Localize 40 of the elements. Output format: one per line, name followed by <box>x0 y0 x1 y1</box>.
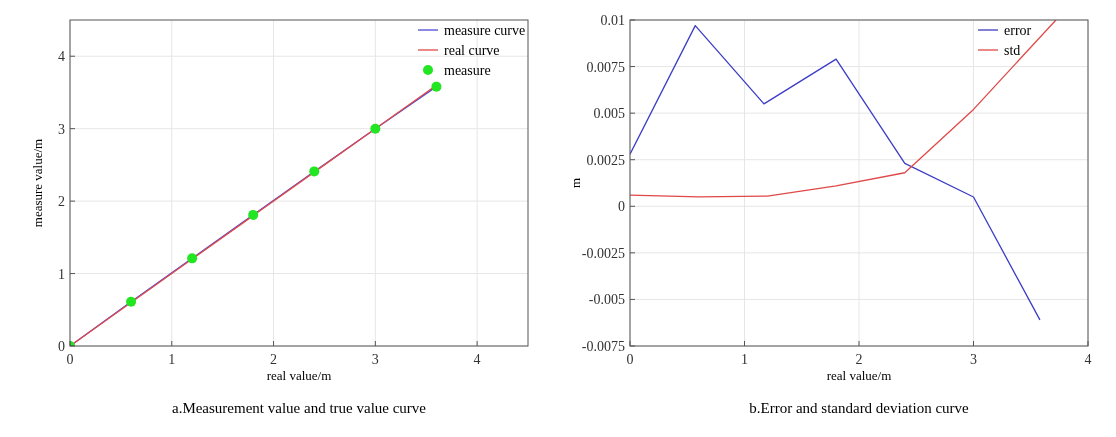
y-axis-title: m <box>568 177 583 189</box>
y-tick-label: 1 <box>58 266 65 282</box>
legend-label: measure <box>444 63 491 78</box>
x-axis-title: real value/m <box>266 368 332 383</box>
legend-label: real curve <box>444 43 500 58</box>
y-tick-label: 0.0075 <box>586 59 625 75</box>
y-tick-label: 2 <box>58 194 65 210</box>
y-tick-label: 0 <box>618 199 625 215</box>
y-axis-title: measure value/m <box>30 138 45 228</box>
x-tick-label: 4 <box>1084 352 1092 367</box>
line-series <box>630 20 1057 198</box>
point <box>187 253 198 264</box>
y-tick-label: 0.01 <box>600 13 625 28</box>
point <box>126 296 137 307</box>
y-tick-label: -0.0025 <box>581 245 625 261</box>
y-tick-label: -0.0075 <box>581 339 625 354</box>
x-tick-label: 2 <box>855 352 863 367</box>
text: b.Error and standard deviation curve <box>749 400 970 416</box>
x-tick-label: 3 <box>371 352 379 367</box>
x-tick-label: 3 <box>970 352 977 367</box>
y-tick-label: 0 <box>58 339 65 354</box>
point <box>370 123 381 134</box>
y-tick-label: 3 <box>58 121 65 137</box>
legend-label: std <box>1004 43 1021 58</box>
x-tick-label: 1 <box>168 352 176 367</box>
x-tick-label: 2 <box>270 352 278 367</box>
point <box>248 209 259 220</box>
text: a.Measurement value and true value curve <box>171 400 427 416</box>
x-tick-label: 4 <box>473 352 481 367</box>
y-tick-label: 0.005 <box>593 106 625 122</box>
line-series <box>630 24 1041 321</box>
point <box>309 166 320 177</box>
legend-label: measure curve <box>444 23 526 38</box>
y-tick-label: 0.0025 <box>586 152 625 168</box>
y-tick-label: -0.005 <box>588 292 625 308</box>
x-tick-label: 1 <box>741 352 748 367</box>
legend-label: error <box>1004 23 1032 38</box>
point <box>431 81 442 92</box>
x-axis-title: real value/m <box>826 368 892 383</box>
y-tick-label: 4 <box>58 49 65 65</box>
